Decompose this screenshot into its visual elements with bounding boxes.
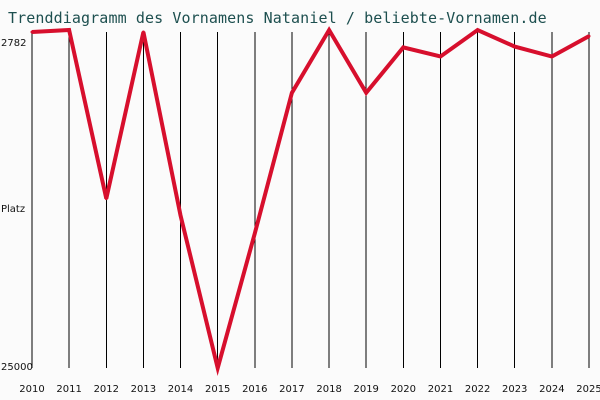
data-point-2014 bbox=[179, 213, 182, 217]
series-line-rank bbox=[31, 26, 590, 376]
x-tick-label: 2010 bbox=[19, 384, 44, 395]
data-point-2020 bbox=[401, 45, 405, 49]
data-point-2022 bbox=[476, 28, 480, 32]
data-point-2012 bbox=[104, 197, 108, 201]
x-tick-label: 2018 bbox=[316, 384, 341, 395]
data-point-2017 bbox=[290, 91, 294, 95]
data-point-2011 bbox=[67, 28, 71, 32]
x-tick-label: 2017 bbox=[279, 384, 304, 395]
data-points bbox=[30, 28, 591, 370]
x-tick-label: 2014 bbox=[168, 384, 193, 395]
data-point-2013 bbox=[141, 30, 145, 34]
x-tick-label: 2019 bbox=[353, 384, 378, 395]
y-tick-bottom: 25000 bbox=[1, 362, 33, 373]
data-point-2024 bbox=[550, 55, 554, 58]
x-tick-label: 2011 bbox=[56, 384, 81, 395]
data-point-2019 bbox=[364, 91, 368, 95]
data-point-2010 bbox=[30, 30, 34, 34]
x-tick-label: 2013 bbox=[131, 384, 156, 395]
data-point-2021 bbox=[439, 55, 442, 58]
y-axis-label: Platz bbox=[1, 204, 25, 215]
x-tick-label: 2024 bbox=[539, 384, 564, 395]
data-point-2023 bbox=[513, 45, 517, 49]
data-point-2016 bbox=[253, 231, 257, 235]
x-axis-labels: 2010 2011 2012 2013 2014 2015 2016 2017 2018 2019… bbox=[19, 384, 600, 395]
x-tick-label: 2021 bbox=[428, 384, 453, 395]
x-tick-label: 2012 bbox=[94, 384, 119, 395]
x-tick-label: 2015 bbox=[205, 384, 230, 395]
x-tick-label: 2020 bbox=[391, 384, 416, 395]
x-tick-label: 2025 bbox=[576, 384, 600, 395]
series-layer bbox=[31, 26, 590, 376]
data-point-2015 bbox=[216, 366, 220, 370]
x-tick-label: 2016 bbox=[242, 384, 267, 395]
data-point-2025 bbox=[587, 34, 591, 38]
x-tick-label: 2022 bbox=[465, 384, 490, 395]
y-tick-top: 2782 bbox=[1, 38, 26, 49]
chart-title: Trenddiagramm des Vornamens Nataniel / b… bbox=[8, 9, 547, 27]
x-tick-label: 2023 bbox=[502, 384, 527, 395]
data-point-2018 bbox=[327, 28, 331, 32]
vertical-grid bbox=[31, 32, 590, 368]
